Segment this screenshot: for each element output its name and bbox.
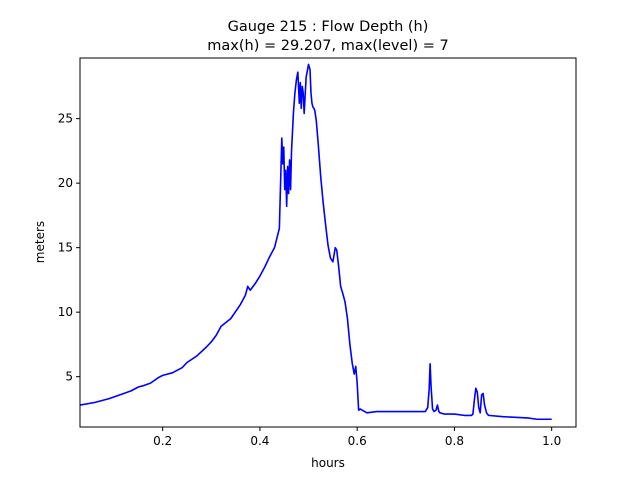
x-axis-ticks: 0.2 0.4 0.6 0.8 1.0 bbox=[153, 427, 561, 448]
x-tick-label: 0.2 bbox=[153, 434, 172, 448]
x-tick-label: 0.4 bbox=[250, 434, 269, 448]
y-tick-label: 25 bbox=[58, 112, 73, 126]
plot-frame bbox=[79, 57, 577, 428]
chart-title-group: Gauge 215 : Flow Depth (h) max(h) = 29.2… bbox=[207, 19, 448, 54]
y-tick-label: 5 bbox=[65, 370, 73, 384]
y-axis-label: meters bbox=[33, 221, 47, 263]
x-tick-label: 0.6 bbox=[348, 434, 367, 448]
y-axis-ticks: 5 10 15 20 25 bbox=[58, 112, 80, 384]
chart-title: Gauge 215 : Flow Depth (h) bbox=[228, 19, 429, 35]
x-axis-label: hours bbox=[311, 456, 345, 470]
x-tick-label: 1.0 bbox=[542, 434, 561, 448]
y-tick-label: 10 bbox=[58, 305, 73, 319]
y-tick-label: 20 bbox=[58, 176, 73, 190]
series-group bbox=[79, 63, 552, 421]
series-line-0 bbox=[79, 63, 552, 421]
y-tick-label: 15 bbox=[58, 241, 73, 255]
chart-subtitle: max(h) = 29.207, max(level) = 7 bbox=[207, 38, 448, 54]
x-tick-label: 0.8 bbox=[445, 434, 464, 448]
